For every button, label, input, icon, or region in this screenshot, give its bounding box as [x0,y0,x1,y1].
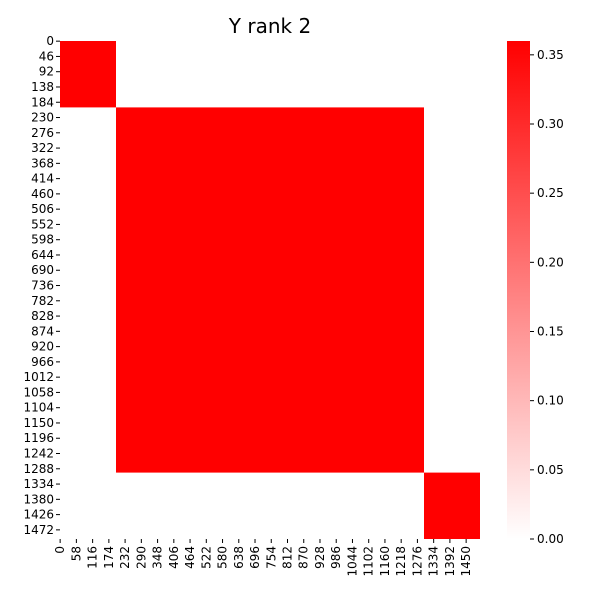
row-tick-label: 276 [31,126,54,140]
row-tick-label: 1426 [23,508,54,522]
col-tick-label: 522 [199,546,213,569]
col-tick-label: 0 [53,546,67,554]
heatmap-block-1 [60,41,116,108]
row-tick-label: 0 [46,34,54,48]
col-tick-label: 580 [216,546,230,569]
row-tick-label: 368 [31,156,54,170]
row-tick-label: 1334 [23,477,54,491]
heatmap-block-2 [116,107,424,473]
col-tick-label: 290 [134,546,148,569]
row-tick-label: 920 [31,340,54,354]
col-tick-label: 1450 [459,546,473,577]
row-tick-label: 828 [31,309,54,323]
col-tick-label: 406 [167,546,181,569]
row-tick-label: 1472 [23,523,54,537]
colorbar-tick-label: 0.20 [537,255,564,269]
col-tick-label: 696 [248,546,262,569]
row-tick-label: 736 [31,279,54,293]
colorbar [507,41,530,539]
col-tick-label: 1392 [443,546,457,577]
row-tick-label: 1380 [23,492,54,506]
chart-title: Y rank 2 [228,14,311,38]
heatmap-block-3 [424,472,480,539]
row-tick-label: 506 [31,202,54,216]
row-tick-label: 690 [31,263,54,277]
column-axis: 0 58 116 174 232 290 348 406 464 522 580 638 696 754 8… [53,539,473,577]
col-tick-label: 754 [264,546,278,569]
colorbar-tick-label: 0.30 [537,117,564,131]
row-tick-label: 322 [31,141,54,155]
col-tick-label: 1102 [362,546,376,577]
col-tick-label: 464 [183,546,197,569]
colorbar-axis: 0.00 0.05 0.10 0.15 0.20 0.25 0.30 0.35 [530,48,564,546]
col-tick-label: 638 [232,546,246,569]
col-tick-label: 58 [69,546,83,561]
row-tick-label: 46 [39,49,54,63]
row-tick-label: 966 [31,355,54,369]
row-tick-label: 782 [31,294,54,308]
colorbar-tick-label: 0.35 [537,48,564,62]
row-tick-label: 1242 [23,447,54,461]
row-tick-label: 1288 [23,462,54,476]
row-tick-label: 1104 [23,401,54,415]
col-tick-label: 174 [102,546,116,569]
row-tick-label: 184 [31,95,54,109]
heatmap-plot-area [60,41,480,539]
col-tick-label: 870 [297,546,311,569]
col-tick-label: 232 [118,546,132,569]
colorbar-tick-label: 0.00 [537,532,564,546]
colorbar-gradient [507,41,530,539]
row-tick-label: 874 [31,324,54,338]
row-tick-label: 414 [31,172,54,186]
colorbar-tick-label: 0.10 [537,394,564,408]
col-tick-label: 1276 [410,546,424,577]
row-tick-label: 644 [31,248,54,262]
row-tick-label: 1058 [23,385,54,399]
row-tick-label: 138 [31,80,54,94]
col-tick-label: 928 [313,546,327,569]
row-tick-label: 92 [39,65,54,79]
col-tick-label: 1334 [427,546,441,577]
col-tick-label: 116 [86,546,100,569]
col-tick-label: 986 [329,546,343,569]
row-tick-label: 460 [31,187,54,201]
row-tick-label: 552 [31,217,54,231]
col-tick-label: 348 [151,546,165,569]
colorbar-tick-label: 0.05 [537,463,564,477]
col-tick-label: 812 [281,546,295,569]
row-tick-label: 1150 [23,416,54,430]
row-tick-label: 1196 [23,431,54,445]
row-tick-label: 1012 [23,370,54,384]
row-tick-label: 598 [31,233,54,247]
col-tick-label: 1218 [394,546,408,577]
colorbar-tick-label: 0.25 [537,186,564,200]
row-tick-label: 230 [31,111,54,125]
colorbar-tick-label: 0.15 [537,325,564,339]
col-tick-label: 1160 [378,546,392,577]
col-tick-label: 1044 [345,546,359,577]
